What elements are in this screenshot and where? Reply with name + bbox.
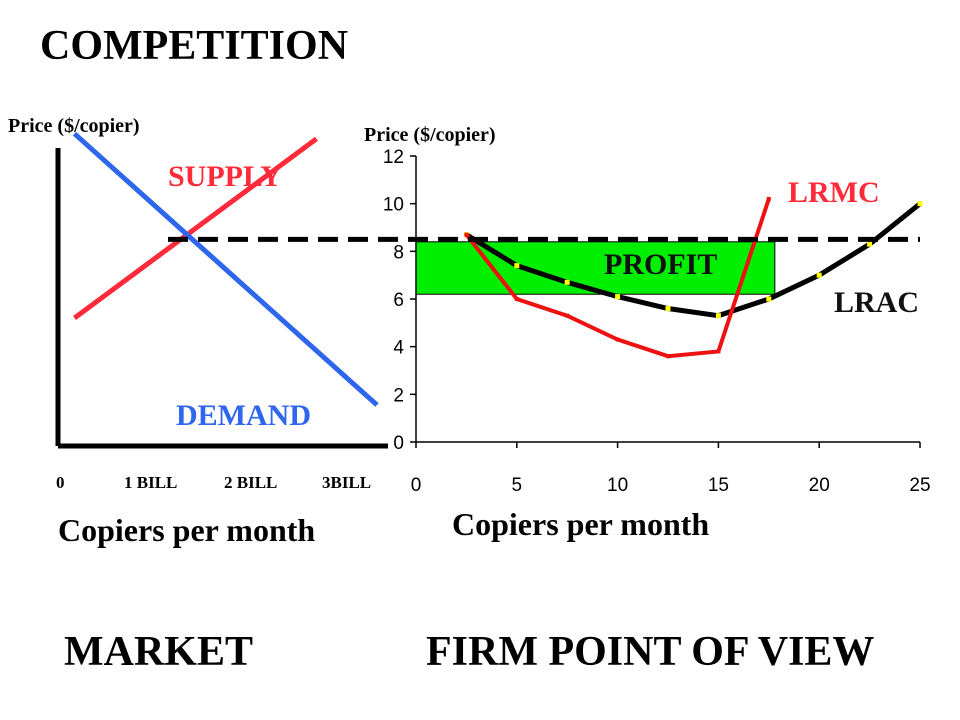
lrmc-point [565, 313, 570, 318]
market-x-tick: 3BILL [322, 473, 371, 492]
lrmc-point [464, 232, 469, 237]
lrac-point [766, 296, 772, 302]
firm-chart: 0 2 4 6 8 10 12 0 5 10 15 20 25 PROFIT LRMC LRAC [383, 147, 931, 496]
firm-y-axis-label: Price ($/copier) [364, 124, 496, 146]
firm-y-tick-label: 12 [383, 147, 404, 168]
slide-title: COMPETITION [40, 23, 349, 69]
lrmc-point [615, 337, 620, 342]
firm-x-axis-label: Copiers per month [452, 506, 710, 542]
lrmc-point [666, 354, 670, 359]
profit-label: PROFIT [604, 248, 717, 281]
firm-y-tick-label: 4 [393, 338, 404, 359]
lrac-point [514, 263, 520, 269]
firm-x-tick-label: 25 [909, 475, 930, 496]
firm-x-ticks: 0 5 10 15 20 25 [411, 442, 931, 496]
market-x-tick: 2 BILL [224, 473, 277, 492]
lrac-point [867, 241, 873, 247]
lrac-line [465, 201, 922, 319]
lrmc-markers [464, 196, 771, 359]
firm-y-ticks: 0 2 4 6 8 10 12 [383, 147, 416, 454]
lrmc-label: LRMC [788, 176, 880, 209]
firm-y-tick-label: 6 [393, 290, 404, 311]
demand-line [72, 131, 379, 407]
lrmc-point [716, 349, 721, 354]
firm-caption: FIRM POINT OF VIEW [426, 629, 875, 675]
market-y-axis-label: Price ($/copier) [8, 115, 140, 137]
lrac-label: LRAC [834, 286, 919, 319]
market-chart: SUPPLY DEMAND 0 1 BILL 2 BILL 3BILL [55, 131, 388, 492]
demand-label: DEMAND [176, 399, 311, 432]
lrac-point [917, 201, 923, 207]
supply-label: SUPPLY [168, 160, 282, 193]
firm-x-tick-label: 0 [411, 475, 422, 496]
firm-y-tick-label: 2 [393, 385, 404, 406]
profit-rectangle [415, 241, 776, 295]
firm-x-tick-label: 10 [607, 475, 628, 496]
lrac-point [615, 294, 621, 300]
market-caption: MARKET [64, 629, 253, 675]
firm-y-tick-label: 10 [383, 195, 404, 216]
lrmc-point [514, 297, 519, 301]
firm-x-tick-label: 5 [512, 475, 523, 496]
market-x-tick: 0 [56, 473, 65, 492]
market-x-axis-label: Copiers per month [58, 512, 316, 548]
lrmc-point [766, 196, 771, 201]
lrac-point [715, 313, 721, 319]
market-x-tick: 1 BILL [124, 473, 177, 492]
lrac-point [564, 279, 570, 285]
supply-line [73, 136, 318, 321]
firm-y-tick-label: 8 [393, 242, 404, 263]
firm-x-tick-label: 15 [708, 475, 729, 496]
lrac-point [665, 306, 671, 312]
firm-x-tick-label: 20 [809, 475, 830, 496]
lrac-point [816, 272, 822, 278]
firm-y-tick-label: 0 [393, 433, 404, 454]
